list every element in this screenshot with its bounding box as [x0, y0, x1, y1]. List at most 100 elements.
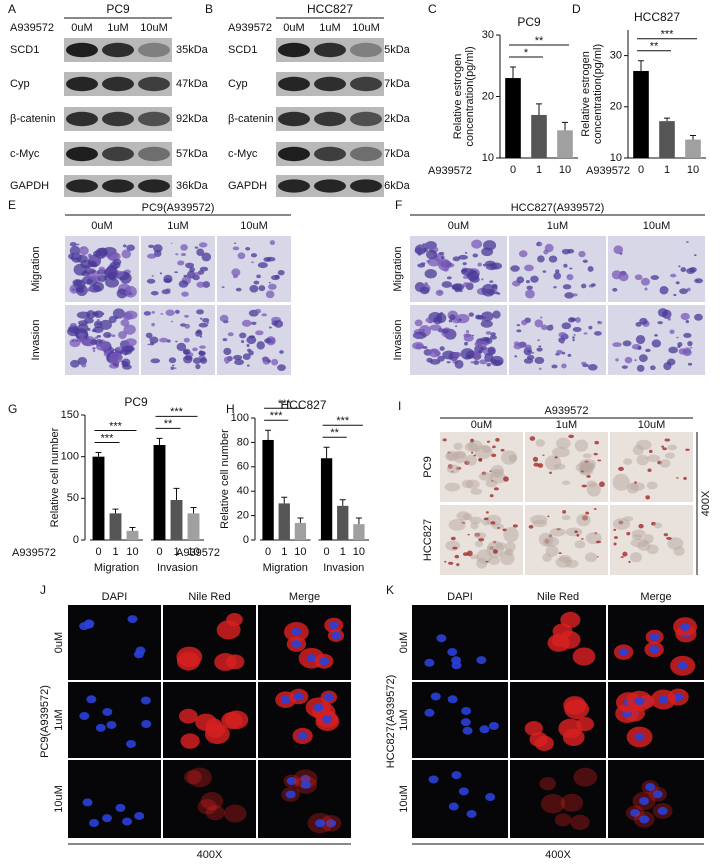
cell	[583, 332, 588, 335]
cell	[648, 449, 653, 454]
cell	[122, 312, 133, 321]
cell	[682, 347, 692, 354]
cell	[534, 735, 554, 751]
cell	[454, 325, 458, 328]
side-label: HCC827(A939572)	[385, 675, 397, 769]
bar	[278, 503, 290, 540]
cell	[464, 251, 468, 254]
cell	[465, 330, 470, 334]
cell	[669, 329, 675, 335]
cell	[574, 530, 578, 534]
cell	[440, 256, 444, 260]
cell	[446, 361, 451, 364]
cell	[576, 533, 580, 537]
cell	[92, 281, 105, 292]
significance-label: **	[164, 418, 173, 430]
cell	[232, 246, 240, 251]
x-tick-label: 0	[510, 164, 516, 176]
micrograph	[608, 760, 704, 838]
cell	[445, 328, 450, 331]
bar	[685, 139, 701, 158]
cell	[161, 289, 171, 295]
cell	[486, 362, 492, 367]
size-label: 57kDa	[378, 148, 411, 160]
cell	[437, 258, 451, 271]
blot-band	[138, 146, 170, 162]
x-axis-label: A939572	[12, 547, 56, 559]
cell	[254, 308, 262, 314]
cell	[458, 787, 469, 796]
cell	[493, 290, 498, 294]
cell	[223, 347, 232, 356]
cell	[588, 325, 593, 330]
cell	[271, 358, 279, 366]
cell	[98, 266, 105, 271]
cell	[564, 699, 590, 720]
bar	[92, 456, 105, 540]
blot-band	[314, 76, 346, 92]
treatment-label: A939572	[228, 22, 272, 34]
cell	[570, 814, 590, 831]
cell	[478, 458, 483, 462]
bar	[170, 500, 183, 540]
cell	[444, 482, 461, 492]
cell	[612, 518, 631, 530]
cell	[234, 359, 244, 366]
cell	[315, 819, 326, 828]
cell	[77, 332, 86, 338]
cell	[268, 282, 271, 284]
column-label: Nile Red	[537, 591, 579, 603]
cell	[82, 798, 93, 807]
cell	[92, 349, 96, 352]
cell	[621, 365, 628, 369]
cell	[680, 312, 690, 321]
cell	[558, 552, 562, 554]
cell	[639, 815, 650, 824]
micrograph	[509, 305, 606, 375]
error-bar	[190, 507, 197, 514]
cell	[87, 253, 93, 258]
significance-label: *	[524, 47, 529, 59]
cell	[102, 707, 113, 716]
cell	[542, 270, 547, 273]
cell	[640, 277, 651, 286]
cell	[458, 254, 468, 260]
cell	[83, 288, 91, 293]
size-label: 36kDa	[176, 180, 209, 192]
micrograph	[412, 682, 508, 758]
cell	[622, 551, 628, 557]
cell	[67, 326, 80, 337]
cell	[231, 268, 241, 277]
cell	[597, 459, 602, 462]
error-bar	[690, 134, 696, 140]
cell	[107, 271, 116, 280]
cell	[593, 452, 598, 456]
cell	[613, 542, 617, 546]
cell	[613, 528, 617, 531]
error-bar	[323, 446, 330, 459]
cell	[542, 454, 545, 456]
cell	[637, 346, 642, 350]
blot-band	[278, 111, 310, 127]
y-tick-label: 20	[482, 90, 494, 102]
x-tick-label: 0	[638, 164, 644, 176]
lane-label: 1uM	[319, 22, 340, 34]
cell	[444, 560, 447, 563]
cell	[567, 248, 575, 254]
cell	[534, 356, 545, 365]
blot-band	[350, 42, 382, 58]
cell	[558, 718, 583, 739]
cell	[478, 472, 494, 481]
cell	[184, 770, 202, 785]
cell	[612, 342, 622, 348]
cell	[219, 314, 229, 323]
row-label: 10uM	[53, 785, 65, 813]
cell	[460, 718, 471, 727]
bar	[557, 130, 573, 158]
cell	[293, 692, 304, 701]
cell	[165, 309, 175, 316]
cell	[263, 257, 271, 262]
cell	[689, 267, 697, 273]
bar	[187, 513, 200, 540]
cell	[574, 439, 589, 452]
